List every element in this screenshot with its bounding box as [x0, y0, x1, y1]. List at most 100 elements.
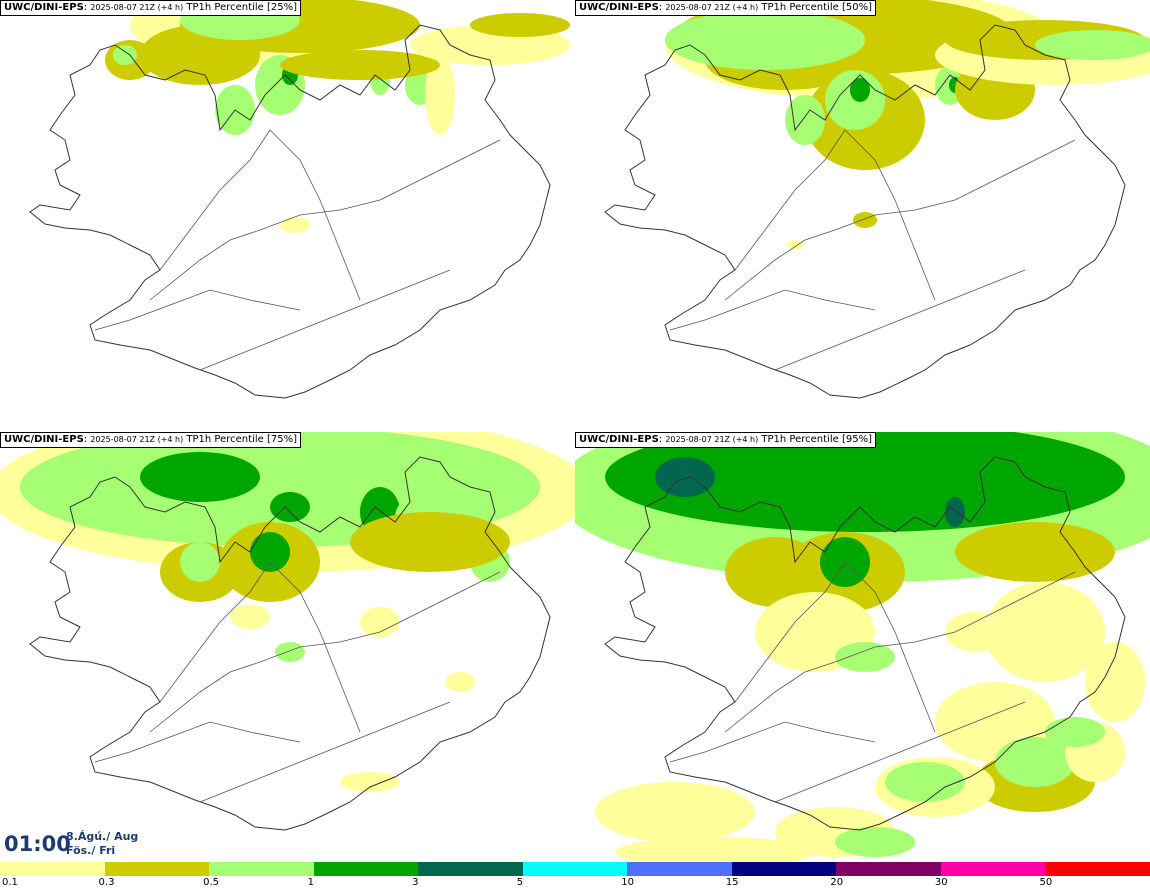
precip-area — [615, 837, 815, 862]
precip-area — [1085, 642, 1145, 722]
precip-area — [445, 672, 475, 692]
road-line — [669, 289, 876, 331]
legend-swatch — [836, 862, 941, 876]
precip-field — [105, 0, 570, 233]
precip-area — [275, 642, 305, 662]
model-label: UWC/DINI-EPS — [579, 434, 659, 445]
road-line — [724, 209, 916, 301]
run-label: 2025-08-07 21Z (+4 h) — [665, 3, 759, 12]
valid-time-box: 01:00 8.Ágú./ Aug Fös./ Fri — [0, 828, 140, 862]
product-label: TP1h Percentile [95%] — [761, 434, 872, 445]
precip-area — [470, 13, 570, 37]
legend-label: 15 — [725, 877, 739, 888]
legend-swatch — [627, 862, 732, 876]
legend-label: 1 — [307, 877, 314, 888]
road-line — [159, 561, 271, 703]
map-panel-95: UWC/DINI-EPS: 2025-08-07 21Z (+4 h) TP1h… — [575, 432, 1150, 862]
coastline — [604, 456, 1126, 831]
precip-field — [575, 432, 1150, 862]
legend-label: 50 — [1039, 877, 1053, 888]
road-line — [339, 139, 501, 211]
precip-area — [785, 95, 825, 145]
road-line — [734, 129, 846, 271]
road-line — [94, 289, 301, 331]
precip-area — [665, 10, 865, 70]
precip-area — [140, 452, 260, 502]
valid-time-clock: 01:00 — [4, 832, 71, 856]
coastline — [29, 456, 551, 831]
precip-field — [665, 0, 1150, 250]
precip-area — [180, 542, 220, 582]
coastline — [604, 24, 1126, 399]
coastline — [29, 24, 551, 399]
precip-area — [270, 492, 310, 522]
legend-swatch — [940, 862, 1046, 876]
panel-title: UWC/DINI-EPS: 2025-08-07 21Z (+4 h) TP1h… — [0, 432, 301, 448]
road-line — [269, 129, 361, 301]
precip-area — [835, 827, 915, 857]
legend-bar — [0, 862, 1150, 876]
road-line — [94, 721, 301, 763]
panel-title: UWC/DINI-EPS: 2025-08-07 21Z (+4 h) TP1h… — [0, 0, 301, 16]
precip-area — [113, 45, 137, 65]
panel-title: UWC/DINI-EPS: 2025-08-07 21Z (+4 h) TP1h… — [575, 0, 876, 16]
precip-area — [595, 782, 755, 842]
legend-label: 30 — [934, 877, 948, 888]
run-label: 2025-08-07 21Z (+4 h) — [665, 435, 759, 444]
road-line — [774, 701, 1026, 803]
product-label: TP1h Percentile [75%] — [186, 434, 297, 445]
precip-area — [350, 512, 510, 572]
precip-area — [945, 497, 965, 527]
product-label: TP1h Percentile [50%] — [761, 2, 872, 13]
road-line — [724, 641, 916, 733]
road-line — [844, 129, 936, 301]
model-label: UWC/DINI-EPS — [579, 2, 659, 13]
legend-label: 10 — [621, 877, 634, 888]
precip-area — [340, 772, 400, 792]
precip-area — [425, 55, 455, 135]
legend-label: 0.5 — [203, 877, 219, 888]
road-line — [339, 571, 501, 643]
legend-swatch — [313, 862, 419, 876]
date-line: 8.Ágú./ Aug — [66, 830, 139, 843]
valid-time-date: 8.Ágú./ Aug Fös./ Fri — [66, 830, 138, 858]
precip-area — [1035, 30, 1150, 60]
road-line — [669, 721, 876, 763]
precip-map-25 — [29, 0, 570, 399]
panel-title: UWC/DINI-EPS: 2025-08-07 21Z (+4 h) TP1h… — [575, 432, 876, 448]
precip-area — [280, 217, 310, 233]
legend-swatch — [1045, 862, 1150, 876]
precip-area — [280, 50, 440, 80]
day-line: Fös./ Fri — [66, 844, 116, 857]
legend-swatch — [522, 862, 628, 876]
road-line — [844, 561, 936, 733]
precip-area — [995, 737, 1075, 787]
legend-label: 3 — [412, 877, 419, 888]
legend-label: 20 — [830, 877, 844, 888]
legend-label: 0.3 — [98, 877, 115, 888]
precip-area — [360, 607, 400, 637]
precip-area — [850, 78, 870, 102]
precip-field — [0, 432, 575, 792]
precip-map-50 — [604, 0, 1150, 399]
road-line — [734, 561, 846, 703]
road-line — [914, 571, 1076, 643]
color-legend: 0.1 0.3 0.5 1 3 5 10 15 20 30 50 — [0, 862, 1150, 891]
run-label: 2025-08-07 21Z (+4 h) — [90, 3, 184, 12]
precip-area — [885, 762, 965, 802]
road-line — [149, 641, 341, 733]
model-label: UWC/DINI-EPS — [4, 434, 84, 445]
product-label: TP1h Percentile [25%] — [186, 2, 297, 13]
run-label: 2025-08-07 21Z (+4 h) — [90, 435, 184, 444]
legend-swatch — [731, 862, 837, 876]
legend-label: 0.1 — [2, 877, 18, 888]
precip-map-75 — [0, 432, 575, 831]
road-line — [199, 701, 451, 803]
road-line — [159, 129, 271, 271]
precip-area — [955, 522, 1115, 582]
precip-area — [835, 642, 895, 672]
legend-label: 5 — [516, 877, 524, 888]
map-panel-50: UWC/DINI-EPS: 2025-08-07 21Z (+4 h) TP1h… — [575, 0, 1150, 430]
road-line — [914, 139, 1076, 211]
road-line — [199, 269, 451, 371]
